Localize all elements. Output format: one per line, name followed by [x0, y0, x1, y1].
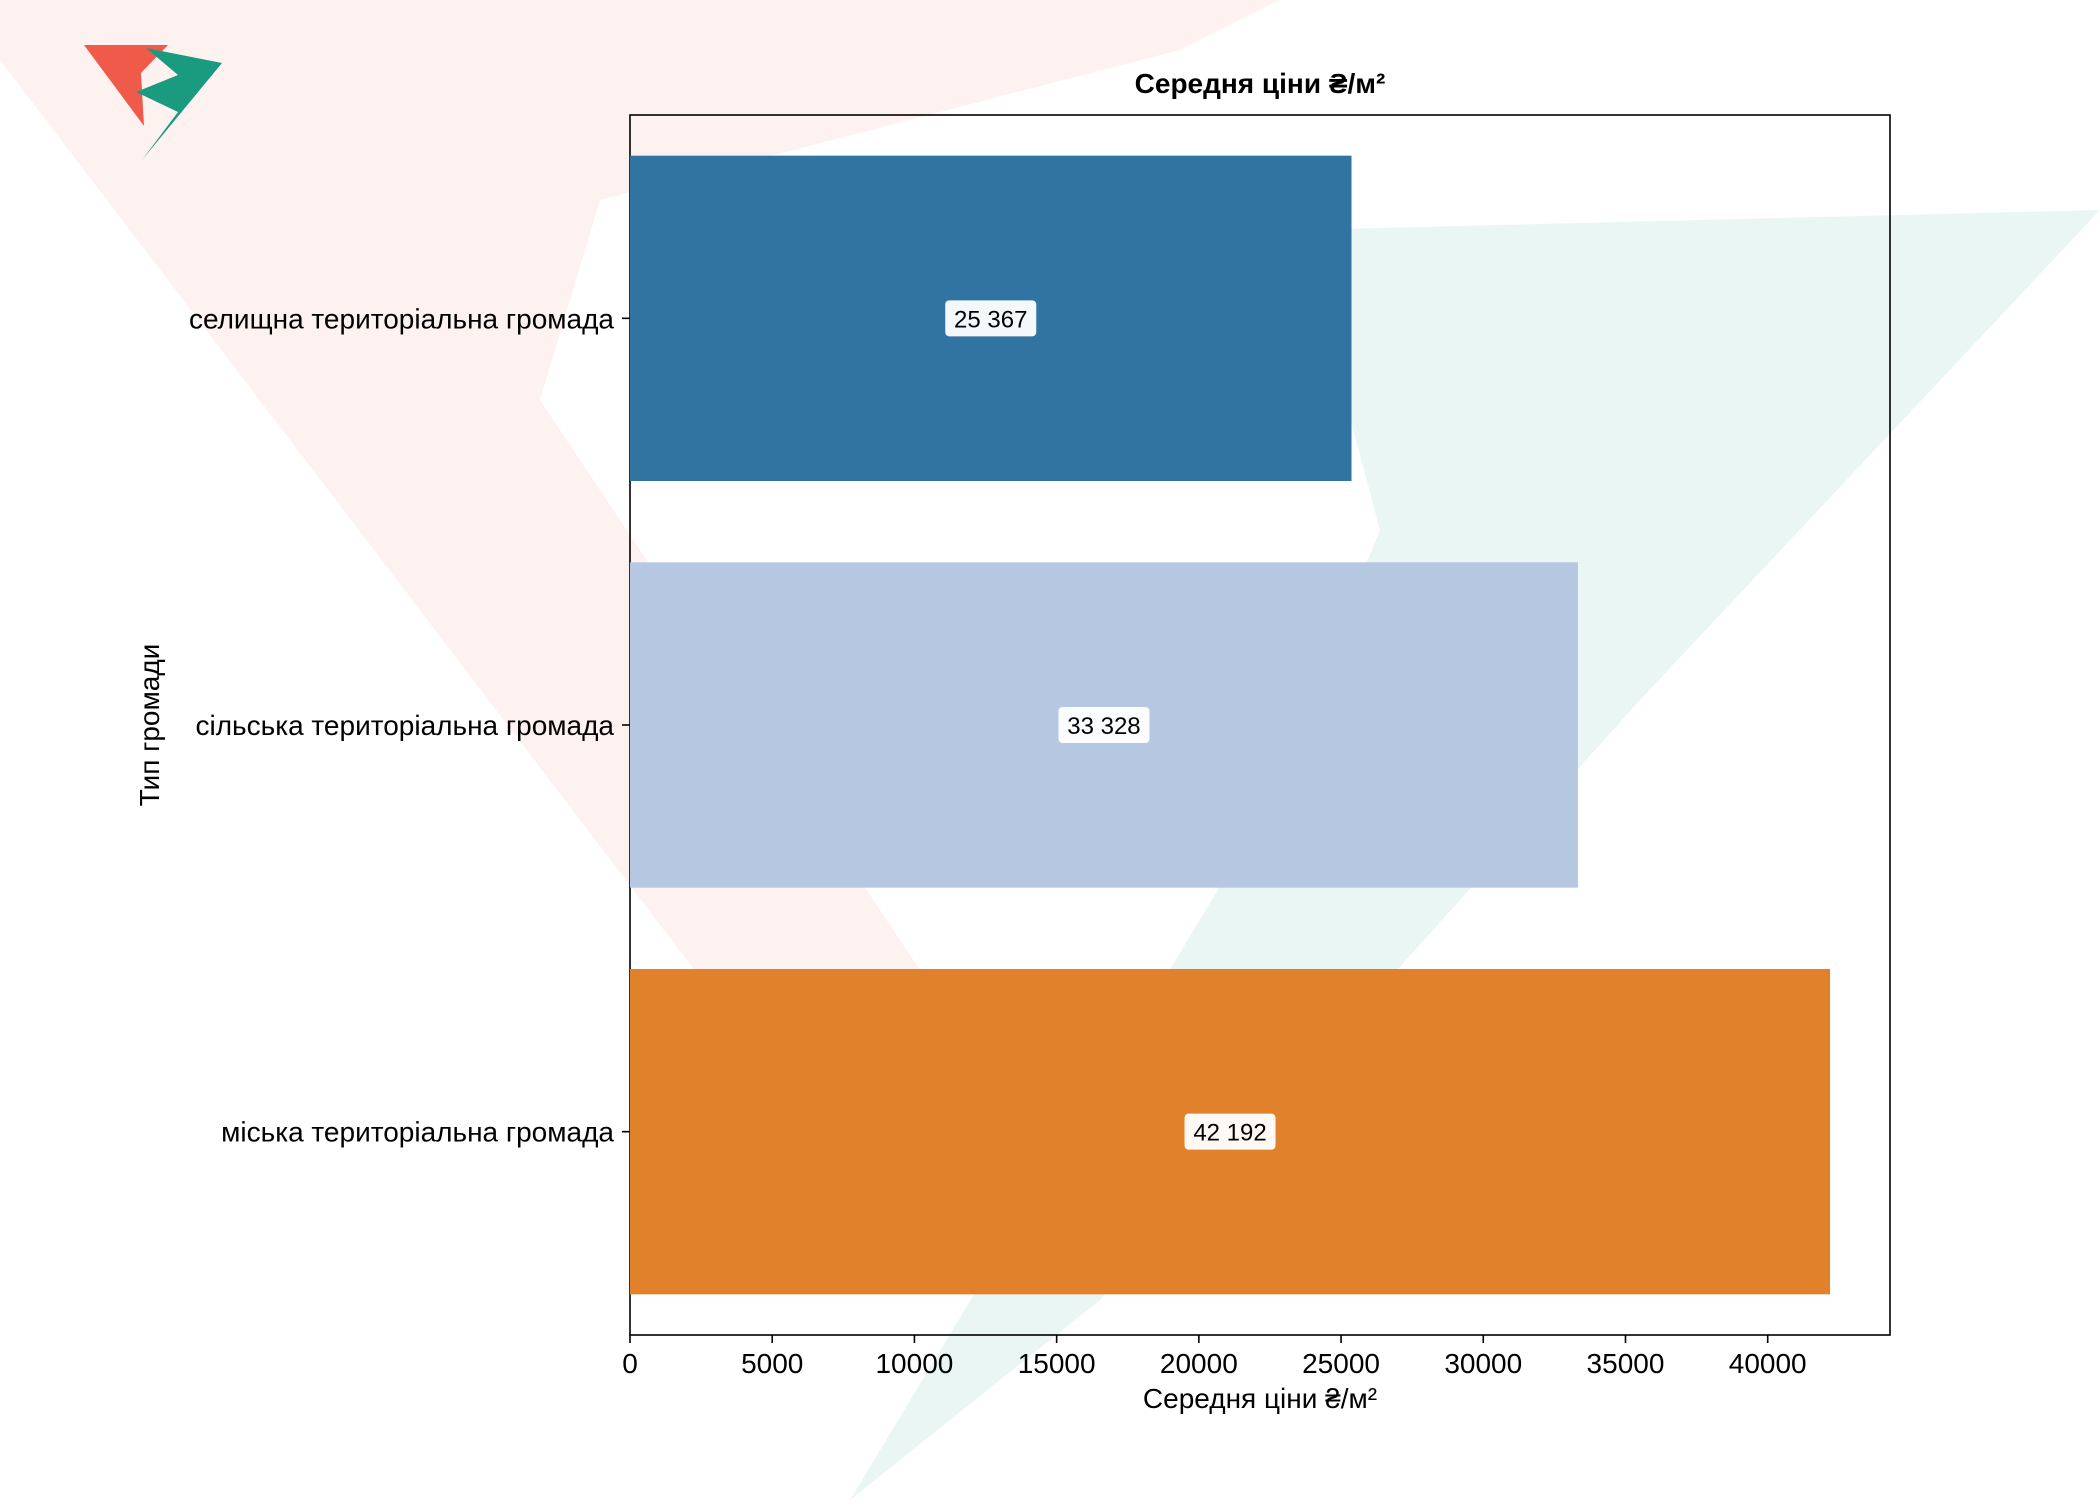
y-tick-labels-group: селищна територіальна громада сільська те…	[189, 303, 630, 1148]
x-tick-label: 25000	[1302, 1348, 1380, 1379]
x-tick-label: 40000	[1729, 1348, 1807, 1379]
bar-value-box	[945, 300, 1037, 337]
x-ticks-group: 0 5000 10000 15000 20000 25000 30000 35000 40000	[622, 1335, 1807, 1379]
x-tick-label: 35000	[1587, 1348, 1665, 1379]
logo	[84, 45, 222, 160]
chart-title: Середня ціни ₴/м²	[1135, 68, 1386, 99]
bar-value-label: 33 328	[1067, 713, 1140, 740]
x-tick-label: 15000	[1018, 1348, 1096, 1379]
x-tick-label: 30000	[1444, 1348, 1522, 1379]
x-tick-label: 20000	[1160, 1348, 1238, 1379]
bar-value-label: 25 367	[954, 306, 1027, 333]
x-tick-label: 5000	[741, 1348, 803, 1379]
y-tick-label: міська територіальна громада	[221, 1117, 614, 1148]
bar-value-box	[1184, 1113, 1276, 1150]
value-labels-group: 25 367 33 328 42 192	[945, 300, 1276, 1150]
bars-group	[630, 155, 1831, 1295]
logo-red-shape	[84, 45, 168, 126]
x-tick-label: 10000	[875, 1348, 953, 1379]
y-axis-label: Тип громади	[134, 644, 165, 807]
y-tick-label: селищна територіальна громада	[189, 303, 614, 334]
bar-value-box	[1058, 707, 1150, 743]
logo-green-shape	[136, 48, 222, 160]
bar-value-label: 42 192	[1193, 1120, 1266, 1147]
x-axis-label: Середня ціни ₴/м²	[1143, 1383, 1377, 1414]
y-tick-label: сільська територіальна громада	[195, 710, 614, 741]
x-tick-label: 0	[622, 1348, 638, 1379]
